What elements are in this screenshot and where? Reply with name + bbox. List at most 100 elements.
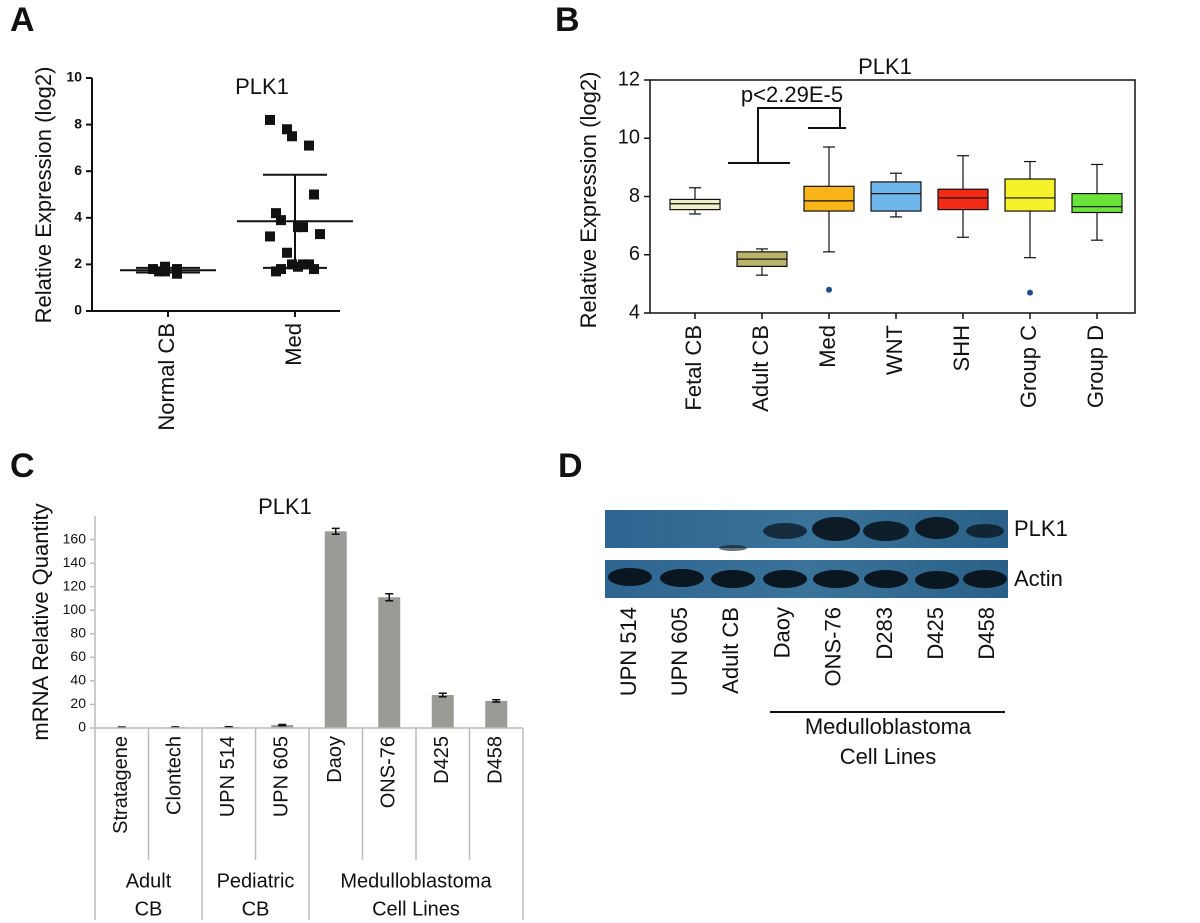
- data-point: [309, 264, 319, 275]
- data-point: [315, 229, 325, 240]
- y-tick-label: 2: [74, 255, 82, 271]
- annotation: p<2.29E-5: [741, 82, 843, 107]
- y-tick-label: 80: [70, 624, 86, 640]
- box: [803, 185, 855, 212]
- y-tick-label: 20: [70, 695, 86, 711]
- y-tick-label: 140: [63, 554, 87, 570]
- y-tick-label: 40: [70, 672, 86, 688]
- panel-letter: C: [10, 447, 35, 485]
- group-label: Medulloblastoma: [340, 870, 492, 892]
- panel-letter: B: [555, 1, 580, 39]
- data-point: [287, 259, 297, 270]
- x-tick-label: Clontech: [164, 736, 186, 815]
- y-axis-label: Relative Expression (log2): [576, 72, 601, 329]
- data-point: [276, 215, 286, 226]
- group-label: Adult: [126, 870, 172, 892]
- group-label: Pediatric: [217, 870, 295, 892]
- y-tick-label: 4: [74, 209, 82, 225]
- box: [1071, 192, 1123, 214]
- x-tick-label: Med: [281, 323, 306, 366]
- group-label: CB: [242, 898, 270, 920]
- y-tick-label: 10: [618, 127, 640, 149]
- band: [812, 517, 860, 541]
- lane-label: D458: [974, 607, 999, 660]
- y-tick-label: 6: [74, 162, 82, 178]
- y-tick-label: 4: [629, 301, 640, 323]
- y-tick-label: 60: [70, 648, 86, 664]
- x-tick-label: SHH: [949, 325, 974, 371]
- box: [870, 181, 922, 212]
- y-tick-label: 120: [63, 577, 87, 593]
- group-label: Cell Lines: [840, 744, 937, 769]
- y-tick-label: 0: [74, 302, 82, 318]
- data-point: [309, 189, 319, 200]
- group-label: Medulloblastoma: [805, 714, 972, 739]
- band: [711, 570, 755, 588]
- outlier: [826, 286, 832, 293]
- group-label: Cell Lines: [372, 898, 460, 920]
- box: [1004, 178, 1056, 212]
- x-tick-label: ONS-76: [378, 736, 400, 808]
- data-point: [282, 247, 292, 258]
- band: [863, 521, 909, 541]
- box: [669, 198, 721, 211]
- box: [937, 188, 989, 211]
- x-tick-label: UPN 605: [271, 736, 293, 817]
- band: [915, 517, 959, 539]
- bar: [324, 531, 347, 728]
- band: [719, 545, 747, 551]
- y-tick-label: 160: [63, 530, 87, 546]
- bar: [431, 695, 454, 728]
- blot-bands: [608, 517, 1007, 589]
- x-tick-label: Fetal CB: [681, 325, 706, 411]
- panel-letter: A: [10, 1, 35, 39]
- band: [966, 524, 1004, 538]
- band: [864, 570, 908, 588]
- panel-letter: D: [558, 447, 583, 485]
- data-point: [265, 114, 275, 125]
- x-tick-label: D425: [431, 736, 453, 784]
- y-tick-label: 8: [629, 185, 640, 207]
- bar: [271, 725, 294, 728]
- data-point: [298, 259, 308, 270]
- x-tick-label: Stratagene: [110, 736, 132, 834]
- x-tick-label: UPN 514: [217, 736, 239, 817]
- chart-title: PLK1: [235, 74, 289, 99]
- band: [660, 569, 704, 587]
- significance-bracket: [728, 107, 846, 164]
- y-axis-label: Relative Expression (log2): [31, 67, 56, 324]
- x-tick-label: Adult CB: [748, 325, 773, 412]
- row-label: PLK1: [1014, 516, 1068, 541]
- data-point: [287, 131, 297, 142]
- data-point: [172, 264, 182, 275]
- x-tick-label: Med: [815, 325, 840, 368]
- x-tick-label: Group C: [1016, 325, 1041, 408]
- chart-title: PLK1: [858, 54, 912, 79]
- data-point: [148, 264, 158, 275]
- lane-label: D283: [872, 607, 897, 660]
- x-tick-label: Group D: [1083, 325, 1108, 408]
- chart-title: PLK1: [258, 494, 312, 519]
- row-label: Actin: [1014, 566, 1063, 591]
- x-tick-label: Daoy: [324, 736, 346, 783]
- y-tick-label: 8: [74, 115, 82, 131]
- group-label: CB: [135, 898, 163, 920]
- y-axis-label: mRNA Relative Quantity: [28, 503, 53, 740]
- y-tick-label: 12: [618, 68, 640, 90]
- band: [963, 570, 1007, 588]
- lane-label: UPN 514: [616, 607, 641, 696]
- band: [763, 570, 807, 588]
- data-point: [265, 231, 275, 242]
- data-point: [304, 140, 314, 151]
- band: [608, 568, 652, 586]
- y-tick-label: 0: [78, 719, 86, 735]
- data-point: [298, 222, 308, 233]
- y-tick-label: 10: [66, 69, 82, 85]
- band: [813, 570, 859, 588]
- data-point: [276, 264, 286, 275]
- outlier: [1027, 289, 1033, 296]
- bar: [485, 700, 508, 728]
- band: [915, 571, 959, 589]
- bar: [378, 597, 401, 728]
